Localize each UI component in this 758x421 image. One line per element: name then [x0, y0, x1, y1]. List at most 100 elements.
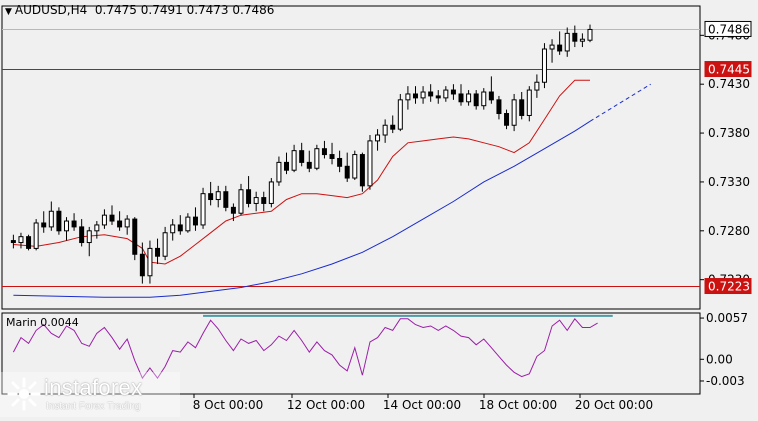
candle-body — [519, 99, 525, 116]
candle-body — [549, 44, 555, 50]
candle-body — [86, 230, 92, 244]
candle-body — [284, 161, 290, 171]
support-price-tag: 0.7223 — [708, 280, 750, 294]
candle-body — [458, 93, 464, 103]
candle-body — [344, 165, 350, 179]
candle-body — [246, 189, 252, 204]
candle-body — [397, 99, 403, 130]
support-price-tag-box — [704, 278, 752, 295]
ohlc-open: 0.7475 — [94, 3, 137, 17]
oscillator-axis-label: 0.0057 — [706, 311, 748, 325]
candle-body — [147, 247, 153, 277]
ohlc-close: 0.7486 — [232, 3, 275, 17]
price-panel — [1, 5, 701, 310]
candle-body — [230, 206, 236, 214]
price-axis-label: 0.7330 — [708, 175, 750, 189]
candle-body — [473, 93, 479, 107]
oscillator-line — [12, 317, 598, 380]
candle-body — [534, 81, 540, 91]
candle-body — [170, 224, 176, 234]
last-price-tag: 0.7486 — [708, 22, 750, 36]
time-axis-label: 18 Oct 00:00 — [479, 398, 557, 412]
candle-body — [504, 113, 510, 126]
candle-body — [185, 216, 191, 232]
candle-body — [132, 218, 138, 255]
candle-body — [48, 210, 54, 228]
candle-body — [572, 32, 578, 42]
logo-mark-icon — [7, 377, 41, 411]
candle-body — [10, 240, 16, 244]
oscillator-axis-label: -0.003 — [706, 374, 745, 388]
candle-body — [124, 218, 130, 228]
last-price-tag-box — [704, 20, 752, 37]
time-axis-label: 20 Oct 00:00 — [575, 398, 653, 412]
candle-body — [18, 236, 24, 244]
candle-body — [261, 197, 267, 204]
symbol-name: AUDUSD,H4 — [14, 3, 88, 17]
candle-body — [192, 216, 198, 226]
ohlc-high: 0.7491 — [140, 3, 183, 17]
price-axis-label: 0.7280 — [708, 224, 750, 238]
candle-body — [564, 32, 570, 52]
candle-body — [481, 91, 487, 107]
candle-body — [117, 220, 123, 228]
candle-body — [63, 220, 69, 232]
candle-body — [375, 134, 381, 142]
candle-body — [177, 224, 183, 232]
candle-body — [306, 161, 312, 169]
candle-body — [109, 214, 115, 222]
oscillator-panel — [1, 312, 701, 395]
candle-body — [511, 99, 517, 126]
candle-body — [268, 181, 274, 204]
candle-body — [382, 124, 388, 136]
candle-body — [541, 48, 547, 83]
broker-logo: instaforex Instant Forex Trading — [0, 372, 180, 417]
candle-body — [155, 247, 161, 257]
ohlc-low: 0.7473 — [186, 3, 229, 17]
candle-body — [450, 89, 456, 95]
candle-body — [367, 140, 373, 187]
candle-body — [33, 222, 39, 249]
price-axis-label: 0.7380 — [708, 126, 750, 140]
blue-projection-line — [589, 83, 651, 122]
indicator-label: Marin 0.0044 — [6, 316, 79, 329]
candle-body — [94, 224, 100, 232]
candle-body — [26, 236, 32, 249]
candle-body — [466, 93, 472, 103]
candle-body — [390, 124, 396, 130]
candle-body — [359, 154, 365, 187]
candle-body — [496, 99, 502, 115]
candle-body — [299, 150, 305, 163]
candle-body — [321, 148, 327, 156]
candle-body — [215, 191, 221, 201]
candle-body — [557, 44, 563, 52]
candle-body — [200, 193, 206, 226]
candle-body — [337, 157, 343, 167]
candle-body — [526, 89, 532, 116]
candle-body — [238, 189, 244, 214]
candle-body — [435, 95, 441, 99]
candle-body — [56, 210, 62, 232]
resistance-price-tag: 0.7445 — [708, 63, 750, 77]
candle-body — [139, 253, 145, 277]
candle-body — [420, 91, 426, 99]
blue-moving-average-line — [13, 120, 591, 298]
candle-body — [101, 214, 107, 226]
time-axis-label: 14 Oct 00:00 — [383, 398, 461, 412]
candle-body — [41, 222, 47, 228]
candle-body — [587, 28, 593, 41]
candle-body — [579, 38, 585, 42]
oscillator-axis-label: 0.00 — [706, 352, 733, 366]
time-axis-label: 8 Oct 00:00 — [193, 398, 264, 412]
resistance-price-tag-box — [704, 61, 752, 78]
price-axis-label: 0.7430 — [708, 77, 750, 91]
candle-body — [79, 226, 85, 244]
candle-body — [428, 91, 434, 97]
candle-body — [314, 148, 320, 169]
dropdown-triangle-icon[interactable]: ▼ — [5, 7, 12, 17]
time-axis-label: 12 Oct 00:00 — [287, 398, 365, 412]
candle-body — [443, 89, 449, 99]
candle-body — [162, 232, 168, 257]
